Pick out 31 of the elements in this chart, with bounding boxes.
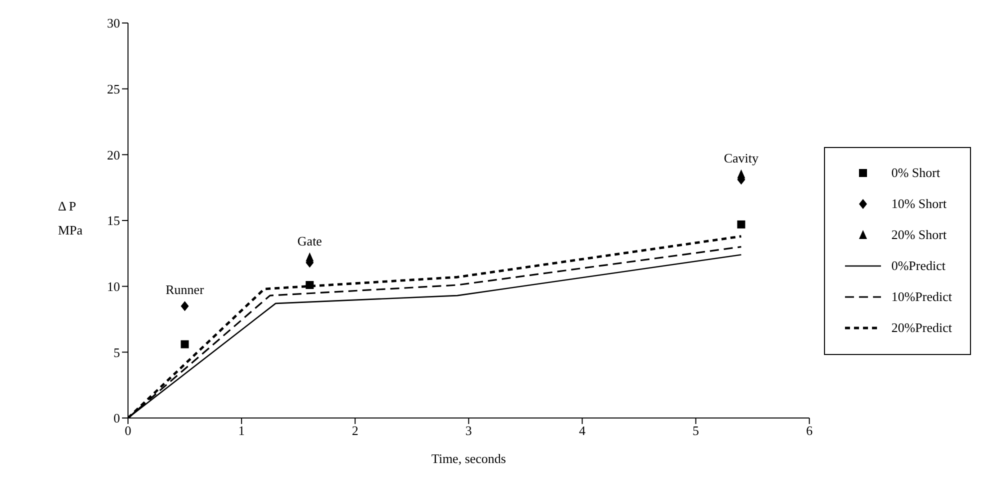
- legend-label: 0%Predict: [891, 258, 946, 274]
- annotation: Runner: [166, 282, 205, 298]
- y-tick-label: 30: [107, 16, 120, 31]
- legend-label: 20% Short: [891, 227, 947, 243]
- y-tick-label: 25: [107, 81, 120, 96]
- legend-label: 10%Predict: [891, 289, 952, 305]
- x-tick-label: 6: [806, 423, 814, 438]
- point: [180, 340, 189, 348]
- point: [306, 252, 314, 262]
- point: [180, 301, 189, 312]
- x-axis-title: Time, seconds: [431, 451, 506, 466]
- y-tick-label: 20: [107, 147, 120, 162]
- y-tick-label: 10: [107, 278, 120, 294]
- x-tick-label: 3: [465, 423, 472, 438]
- x-tick-label: 0: [124, 423, 132, 438]
- legend-label: 20%Predict: [891, 320, 952, 336]
- legend-label: 0% Short: [891, 165, 940, 181]
- point: [737, 220, 746, 228]
- x-tick-label: 4: [578, 423, 586, 438]
- legend-label: 10% Short: [891, 196, 947, 212]
- annotation: Cavity: [724, 150, 760, 166]
- point: [306, 281, 314, 290]
- y-tick-label: 0: [114, 410, 120, 426]
- annotation: Gate: [297, 233, 322, 248]
- point: [737, 169, 746, 178]
- x-tick-label: 1: [238, 423, 245, 438]
- y-tick-label: 15: [107, 213, 120, 228]
- x-tick-label: 2: [352, 423, 358, 438]
- y-tick-label: 5: [114, 344, 120, 360]
- y-axis-title: Δ P MPa: [58, 198, 83, 238]
- x-tick-label: 5: [692, 423, 700, 438]
